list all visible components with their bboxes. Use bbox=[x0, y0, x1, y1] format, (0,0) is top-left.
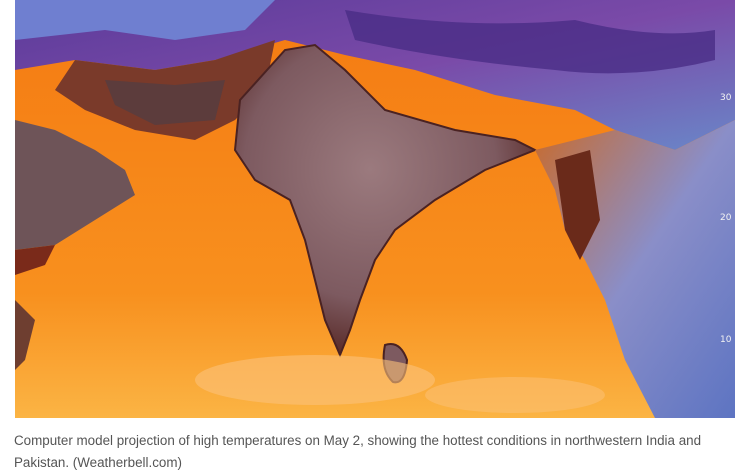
caption: Computer model projection of high temper… bbox=[14, 433, 702, 470]
temperature-map: 30 N 20 N 10 N bbox=[15, 0, 735, 418]
latitude-label: 20 N bbox=[720, 213, 735, 223]
latitude-label: 10 N bbox=[720, 335, 735, 345]
latitude-label: 30 N bbox=[720, 93, 735, 103]
